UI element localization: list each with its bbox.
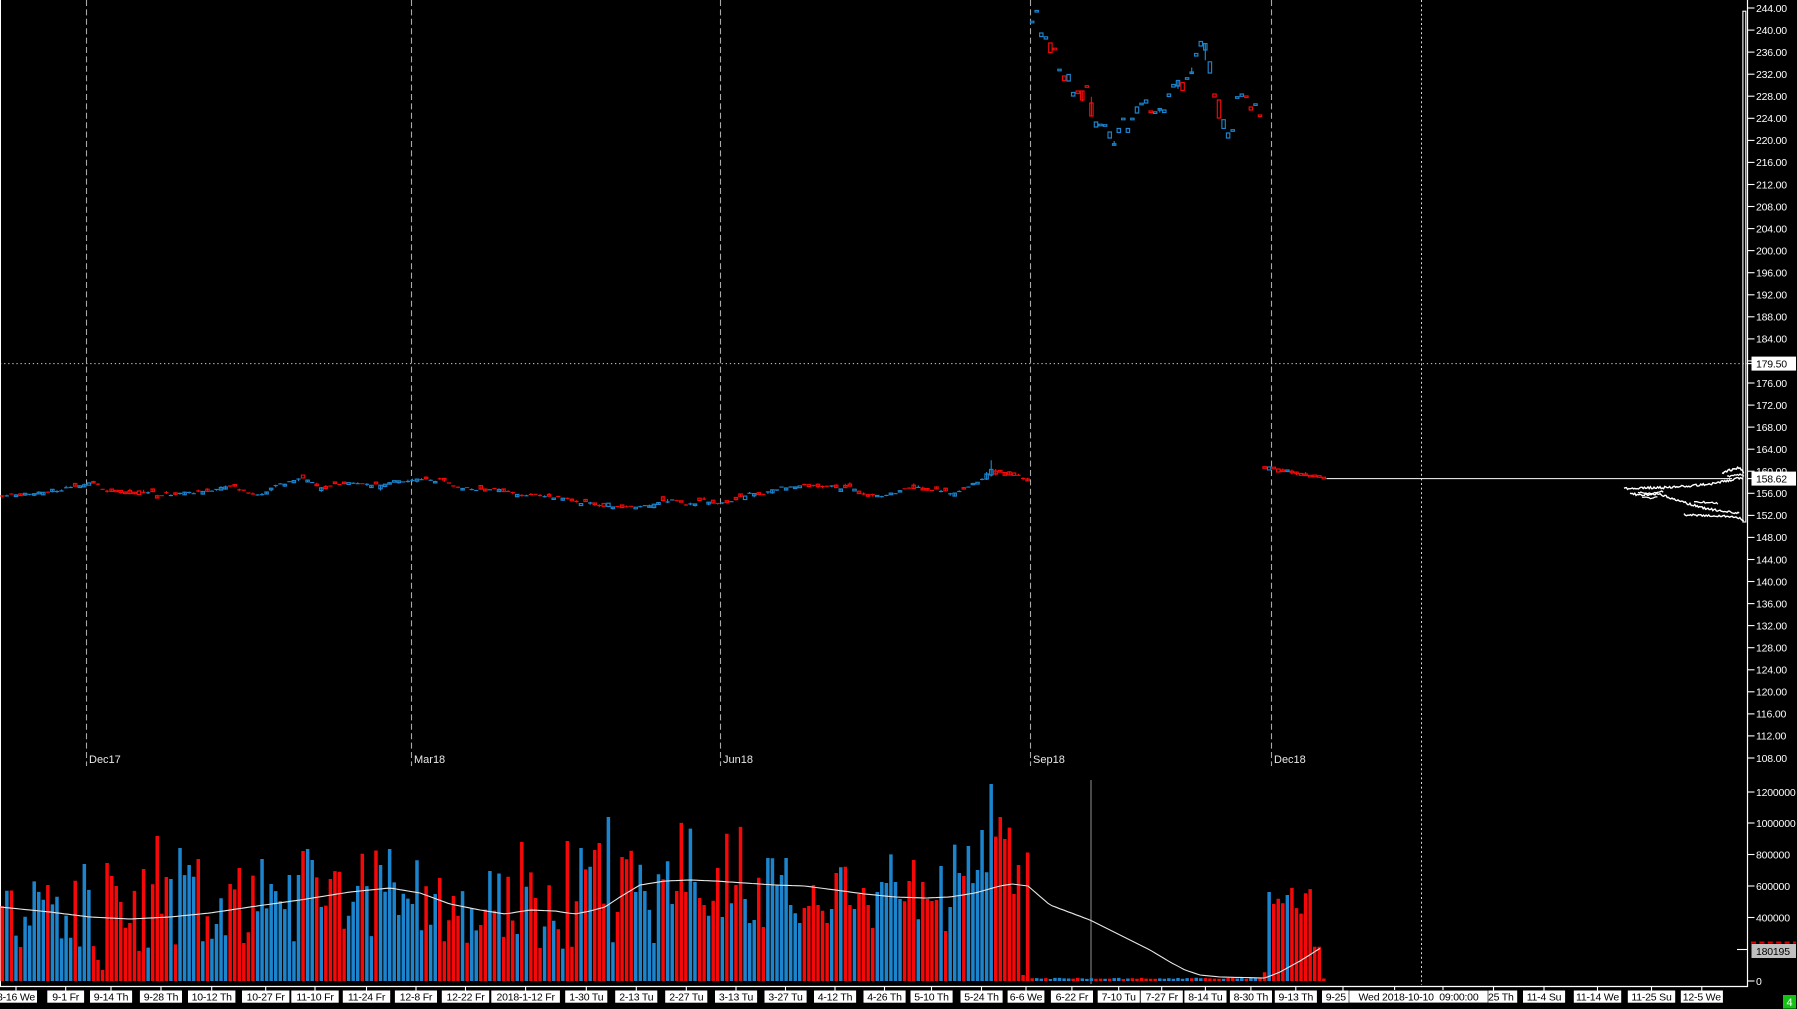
svg-text:9-14 Th: 9-14 Th <box>94 991 129 1003</box>
svg-text:224.00: 224.00 <box>1756 113 1787 125</box>
svg-text:128.00: 128.00 <box>1756 643 1787 655</box>
svg-text:240.00: 240.00 <box>1756 25 1787 37</box>
svg-text:Wed 2018-10-10 09:00:00: Wed 2018-10-10 09:00:00 <box>1359 991 1479 1003</box>
svg-text:Dec17: Dec17 <box>89 754 121 766</box>
svg-text:6-6 We: 6-6 We <box>1010 991 1043 1003</box>
svg-text:8-16 We: 8-16 We <box>0 991 35 1003</box>
svg-text:172.00: 172.00 <box>1756 400 1787 412</box>
svg-text:158.62: 158.62 <box>1756 473 1787 485</box>
svg-text:232.00: 232.00 <box>1756 69 1787 81</box>
svg-text:140.00: 140.00 <box>1756 576 1787 588</box>
svg-text:120.00: 120.00 <box>1756 687 1787 699</box>
svg-text:228.00: 228.00 <box>1756 91 1787 103</box>
svg-text:8-30 Th: 8-30 Th <box>1234 991 1269 1003</box>
svg-text:152.00: 152.00 <box>1756 510 1787 522</box>
svg-text:11-25 Su: 11-25 Su <box>1631 991 1672 1003</box>
svg-text:11-24 Fr: 11-24 Fr <box>348 991 386 1003</box>
svg-text:11-14 We: 11-14 We <box>1576 991 1619 1003</box>
svg-text:11-4 Su: 11-4 Su <box>1527 991 1562 1003</box>
svg-text:179.50: 179.50 <box>1756 358 1787 370</box>
svg-text:112.00: 112.00 <box>1756 731 1786 743</box>
svg-text:4-12 Th: 4-12 Th <box>818 991 853 1003</box>
svg-text:5-10 Th: 5-10 Th <box>914 991 949 1003</box>
svg-text:0: 0 <box>1756 976 1762 988</box>
svg-text:400000: 400000 <box>1756 912 1790 924</box>
svg-text:188.00: 188.00 <box>1756 312 1787 324</box>
svg-text:1000000: 1000000 <box>1756 818 1796 830</box>
svg-text:236.00: 236.00 <box>1756 47 1787 59</box>
svg-text:8-14 Tu: 8-14 Tu <box>1188 991 1223 1003</box>
svg-text:136.00: 136.00 <box>1756 598 1787 610</box>
svg-text:124.00: 124.00 <box>1756 665 1787 677</box>
svg-text:176.00: 176.00 <box>1756 378 1787 390</box>
svg-text:148.00: 148.00 <box>1756 532 1787 544</box>
svg-text:244.00: 244.00 <box>1756 3 1787 15</box>
svg-text:800000: 800000 <box>1756 849 1790 861</box>
svg-text:10-12 Th: 10-12 Th <box>192 991 233 1003</box>
svg-text:156.00: 156.00 <box>1756 488 1787 500</box>
svg-text:12-8 Fr: 12-8 Fr <box>400 991 433 1003</box>
svg-text:12-22 Fr: 12-22 Fr <box>446 991 485 1003</box>
svg-text:600000: 600000 <box>1756 881 1790 893</box>
svg-text:9-1 Fr: 9-1 Fr <box>52 991 80 1003</box>
svg-text:196.00: 196.00 <box>1756 268 1787 280</box>
svg-text:200.00: 200.00 <box>1756 245 1787 257</box>
svg-text:180195: 180195 <box>1756 946 1790 958</box>
svg-text:2-27 Tu: 2-27 Tu <box>669 991 704 1003</box>
svg-text:208.00: 208.00 <box>1756 201 1787 213</box>
svg-text:1-30 Tu: 1-30 Tu <box>569 991 604 1003</box>
svg-text:Sep18: Sep18 <box>1033 754 1065 766</box>
svg-text:11-10 Fr: 11-10 Fr <box>296 991 334 1003</box>
svg-text:7-10 Tu: 7-10 Tu <box>1102 991 1137 1003</box>
svg-text:4: 4 <box>1786 997 1792 1009</box>
svg-text:2018-1-12 Fr: 2018-1-12 Fr <box>496 991 555 1003</box>
svg-text:164.00: 164.00 <box>1756 444 1787 456</box>
svg-text:Mar18: Mar18 <box>414 754 445 766</box>
svg-text:108.00: 108.00 <box>1756 753 1787 765</box>
svg-text:12-5 We: 12-5 We <box>1683 991 1721 1003</box>
svg-text:9-28 Th: 9-28 Th <box>144 991 179 1003</box>
svg-text:216.00: 216.00 <box>1756 157 1787 169</box>
svg-text:184.00: 184.00 <box>1756 334 1787 346</box>
svg-text:220.00: 220.00 <box>1756 135 1787 147</box>
svg-text:9-13 Th: 9-13 Th <box>1278 991 1313 1003</box>
svg-text:5-24 Th: 5-24 Th <box>964 991 999 1003</box>
svg-text:Jun18: Jun18 <box>723 754 753 766</box>
svg-text:212.00: 212.00 <box>1756 179 1787 191</box>
svg-text:3-27 Tu: 3-27 Tu <box>768 991 803 1003</box>
svg-text:7-27 Fr: 7-27 Fr <box>1145 991 1178 1003</box>
svg-text:1200000: 1200000 <box>1756 787 1796 799</box>
svg-text:3-13 Tu: 3-13 Tu <box>719 991 754 1003</box>
svg-text:6-22 Fr: 6-22 Fr <box>1056 991 1089 1003</box>
svg-text:204.00: 204.00 <box>1756 223 1787 235</box>
svg-text:168.00: 168.00 <box>1756 422 1787 434</box>
svg-text:132.00: 132.00 <box>1756 620 1787 632</box>
svg-text:4-26 Th: 4-26 Th <box>867 991 902 1003</box>
svg-text:116.00: 116.00 <box>1756 709 1786 721</box>
svg-text:10-27 Fr: 10-27 Fr <box>247 991 286 1003</box>
svg-text:Dec18: Dec18 <box>1274 754 1306 766</box>
svg-text:2-13 Tu: 2-13 Tu <box>619 991 654 1003</box>
svg-text:192.00: 192.00 <box>1756 290 1787 302</box>
svg-text:144.00: 144.00 <box>1756 554 1787 566</box>
